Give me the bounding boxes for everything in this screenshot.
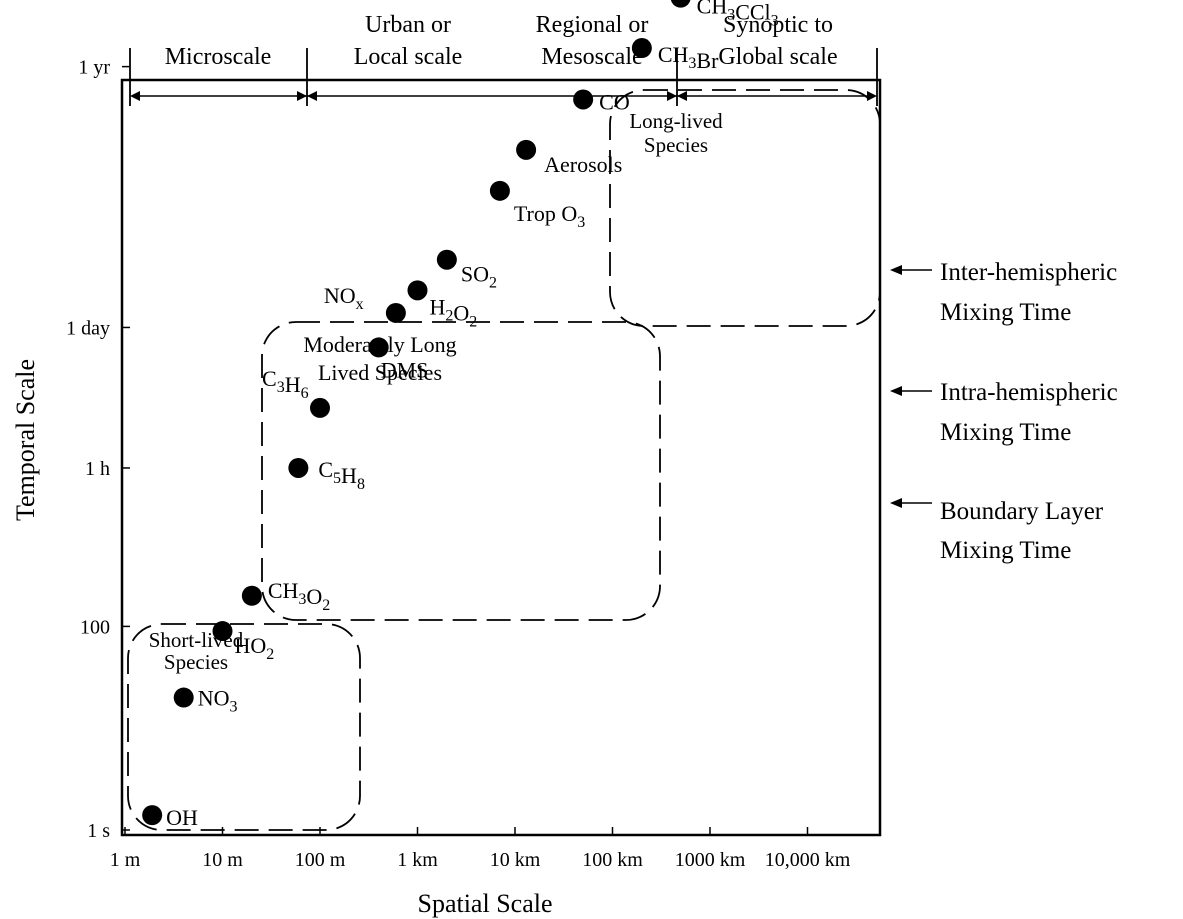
group-label-long-lived-species: Species (644, 133, 708, 157)
y-tick-label: 1 day (66, 317, 110, 339)
point-label-nox: NOx (324, 283, 364, 313)
point-ch3ccl3 (670, 0, 691, 8)
point-label-no3: NO3 (198, 686, 238, 716)
x-tick-label: 100 km (582, 849, 643, 871)
y-tick-label: 100 (80, 616, 110, 638)
group-label-long-lived-species: Long-lived (629, 109, 723, 133)
x-tick-label: 10,000 km (765, 849, 851, 871)
group-label-moderately-long-lived-species: Lived Species (318, 360, 442, 385)
point-dms (368, 337, 389, 358)
y-tick-label: 1 s (87, 820, 110, 842)
point-label-ch3ccl3: CH3CCl3 (697, 0, 779, 30)
point-ho2 (212, 621, 233, 642)
point-nox (385, 302, 406, 323)
point-label-h2o2: H2O2 (430, 294, 478, 330)
scale-bands: Microscale Urban or Local scale Regional or… (129, 12, 878, 106)
point-label-ho2: HO2 (235, 633, 275, 663)
y-axis-label: Temporal Scale (11, 359, 40, 521)
x-tick-label: 1 m (110, 849, 141, 871)
band-label-urban-or-local-scale: Urban or (365, 12, 451, 38)
band-arrowhead (307, 91, 317, 101)
band-label-regional-or-mesoscale: Mesoscale (541, 44, 642, 70)
point-c3h6 (310, 397, 330, 418)
y-tick-label: 1 yr (78, 57, 110, 79)
point-label-c3h6: C3H6 (262, 366, 309, 402)
point-trop-o3 (489, 180, 510, 201)
band-label-regional-or-mesoscale: Regional or (536, 12, 649, 38)
point-label-so2: SO2 (461, 262, 497, 292)
band-arrowhead (130, 91, 140, 101)
x-axis-label: Spatial Scale (417, 889, 552, 918)
point-label-co: CO (599, 89, 630, 114)
point-label-dms: DMS (381, 357, 429, 382)
point-oh (142, 805, 163, 826)
point-label-ch3br: CH3Br (658, 42, 719, 73)
y-tick-label: 1 h (85, 458, 110, 480)
x-tick-label: 100 m (295, 849, 346, 871)
x-tick-label: 1000 km (675, 849, 746, 871)
x-axis: 1 m 10 m 100 m 1 km 10 km 100 km 1000 km 10,000… (110, 827, 851, 871)
mixing-times: Inter-hemispheric Mixing Time Intra-hemisp… (890, 259, 1118, 564)
point-ch3br (631, 38, 652, 59)
mixing-arrowhead (890, 265, 902, 275)
point-ch3o2 (241, 585, 262, 606)
group-label-short-lived-species: Species (164, 650, 228, 674)
point-label-aerosols: Aerosols (544, 152, 622, 177)
band-label-synoptic-to-global-scale: Global scale (718, 44, 837, 70)
group-box-moderately-long-lived-species (261, 321, 661, 621)
band-label-synoptic-to-global-scale: Synoptic to (723, 12, 833, 38)
point-label-c5h8: C5H8 (318, 457, 365, 493)
band-arrowhead (677, 91, 687, 101)
band-arrowhead (667, 91, 677, 101)
mixing-label-boundary-layer-mixing-time: Mixing Time (940, 537, 1071, 564)
point-aerosols (516, 139, 537, 160)
plot-frame (120, 78, 882, 837)
mixing-label-inter-hemispheric-mixing-time: Inter-hemispheric (940, 259, 1117, 286)
mixing-label-boundary-layer-mixing-time: Boundary Layer (940, 498, 1104, 525)
point-h2o2 (407, 280, 428, 301)
plot-border (120, 78, 882, 837)
mixing-arrowhead (890, 386, 902, 396)
mixing-label-intra-hemispheric-mixing-time: Mixing Time (940, 419, 1071, 446)
point-co (573, 89, 594, 110)
mixing-arrowhead (890, 498, 902, 508)
band-label-urban-or-local-scale: Local scale (354, 44, 463, 70)
point-label-ch3o2: CH3O2 (268, 578, 330, 614)
group-box-short-lived-species (127, 623, 361, 831)
x-tick-label: 10 km (490, 849, 541, 871)
mixing-label-inter-hemispheric-mixing-time: Mixing Time (940, 299, 1071, 326)
band-arrowhead (297, 91, 307, 101)
point-no3 (173, 687, 194, 708)
x-tick-label: 1 km (397, 849, 438, 871)
point-label-oh: OH (166, 805, 198, 830)
x-tick-label: 10 m (202, 849, 243, 871)
mixing-label-intra-hemispheric-mixing-time: Intra-hemispheric (940, 379, 1118, 406)
point-label-trop-o3: Trop O3 (514, 201, 585, 231)
point-so2 (436, 249, 457, 270)
band-label-microscale: Microscale (165, 44, 272, 70)
point-c5h8 (288, 457, 309, 478)
